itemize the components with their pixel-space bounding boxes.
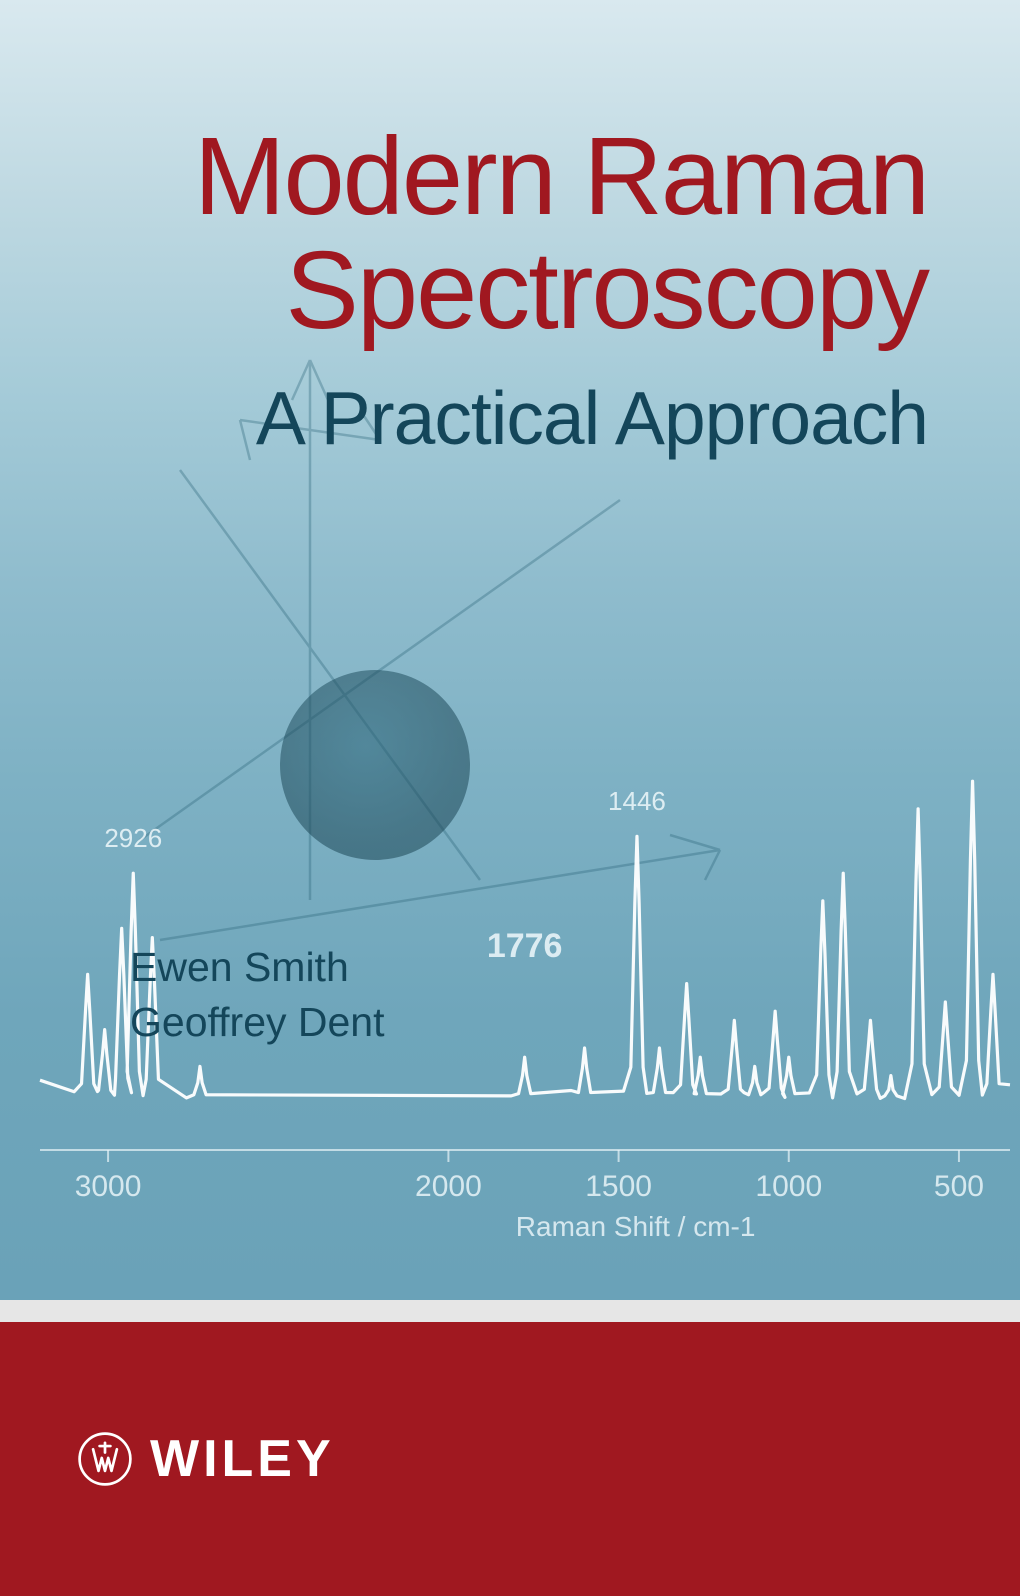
cover-upper: Scattered 3000200015001000500Raman Shift… [0,0,1020,1300]
svg-text:500: 500 [934,1170,984,1203]
authors-block: Ewen Smith Geoffrey Dent [130,940,385,1051]
svg-text:1776: 1776 [487,927,563,965]
author-1: Ewen Smith [130,940,385,995]
publisher-block: WILEY [78,1429,335,1489]
title-block: Modern Raman Spectroscopy A Practical Ap… [0,120,1020,461]
svg-text:1000: 1000 [755,1170,822,1203]
title-line-1: Modern Raman [0,120,928,234]
svg-text:3000: 3000 [75,1170,142,1203]
publisher-band: WILEY [0,1300,1020,1596]
svg-text:1446: 1446 [608,786,666,816]
svg-text:1500: 1500 [585,1170,652,1203]
subtitle: A Practical Approach [0,375,928,461]
band-red: WILEY [0,1322,1020,1596]
book-cover: Scattered 3000200015001000500Raman Shift… [0,0,1020,1596]
wiley-logo-icon [78,1432,132,1486]
publisher-name: WILEY [150,1429,335,1489]
title-line-2: Spectroscopy [0,234,928,348]
svg-text:Raman Shift / cm-1: Raman Shift / cm-1 [516,1211,756,1242]
band-top-stripe [0,1300,1020,1322]
svg-text:2000: 2000 [415,1170,482,1203]
svg-text:2926: 2926 [104,823,162,853]
author-2: Geoffrey Dent [130,995,385,1050]
